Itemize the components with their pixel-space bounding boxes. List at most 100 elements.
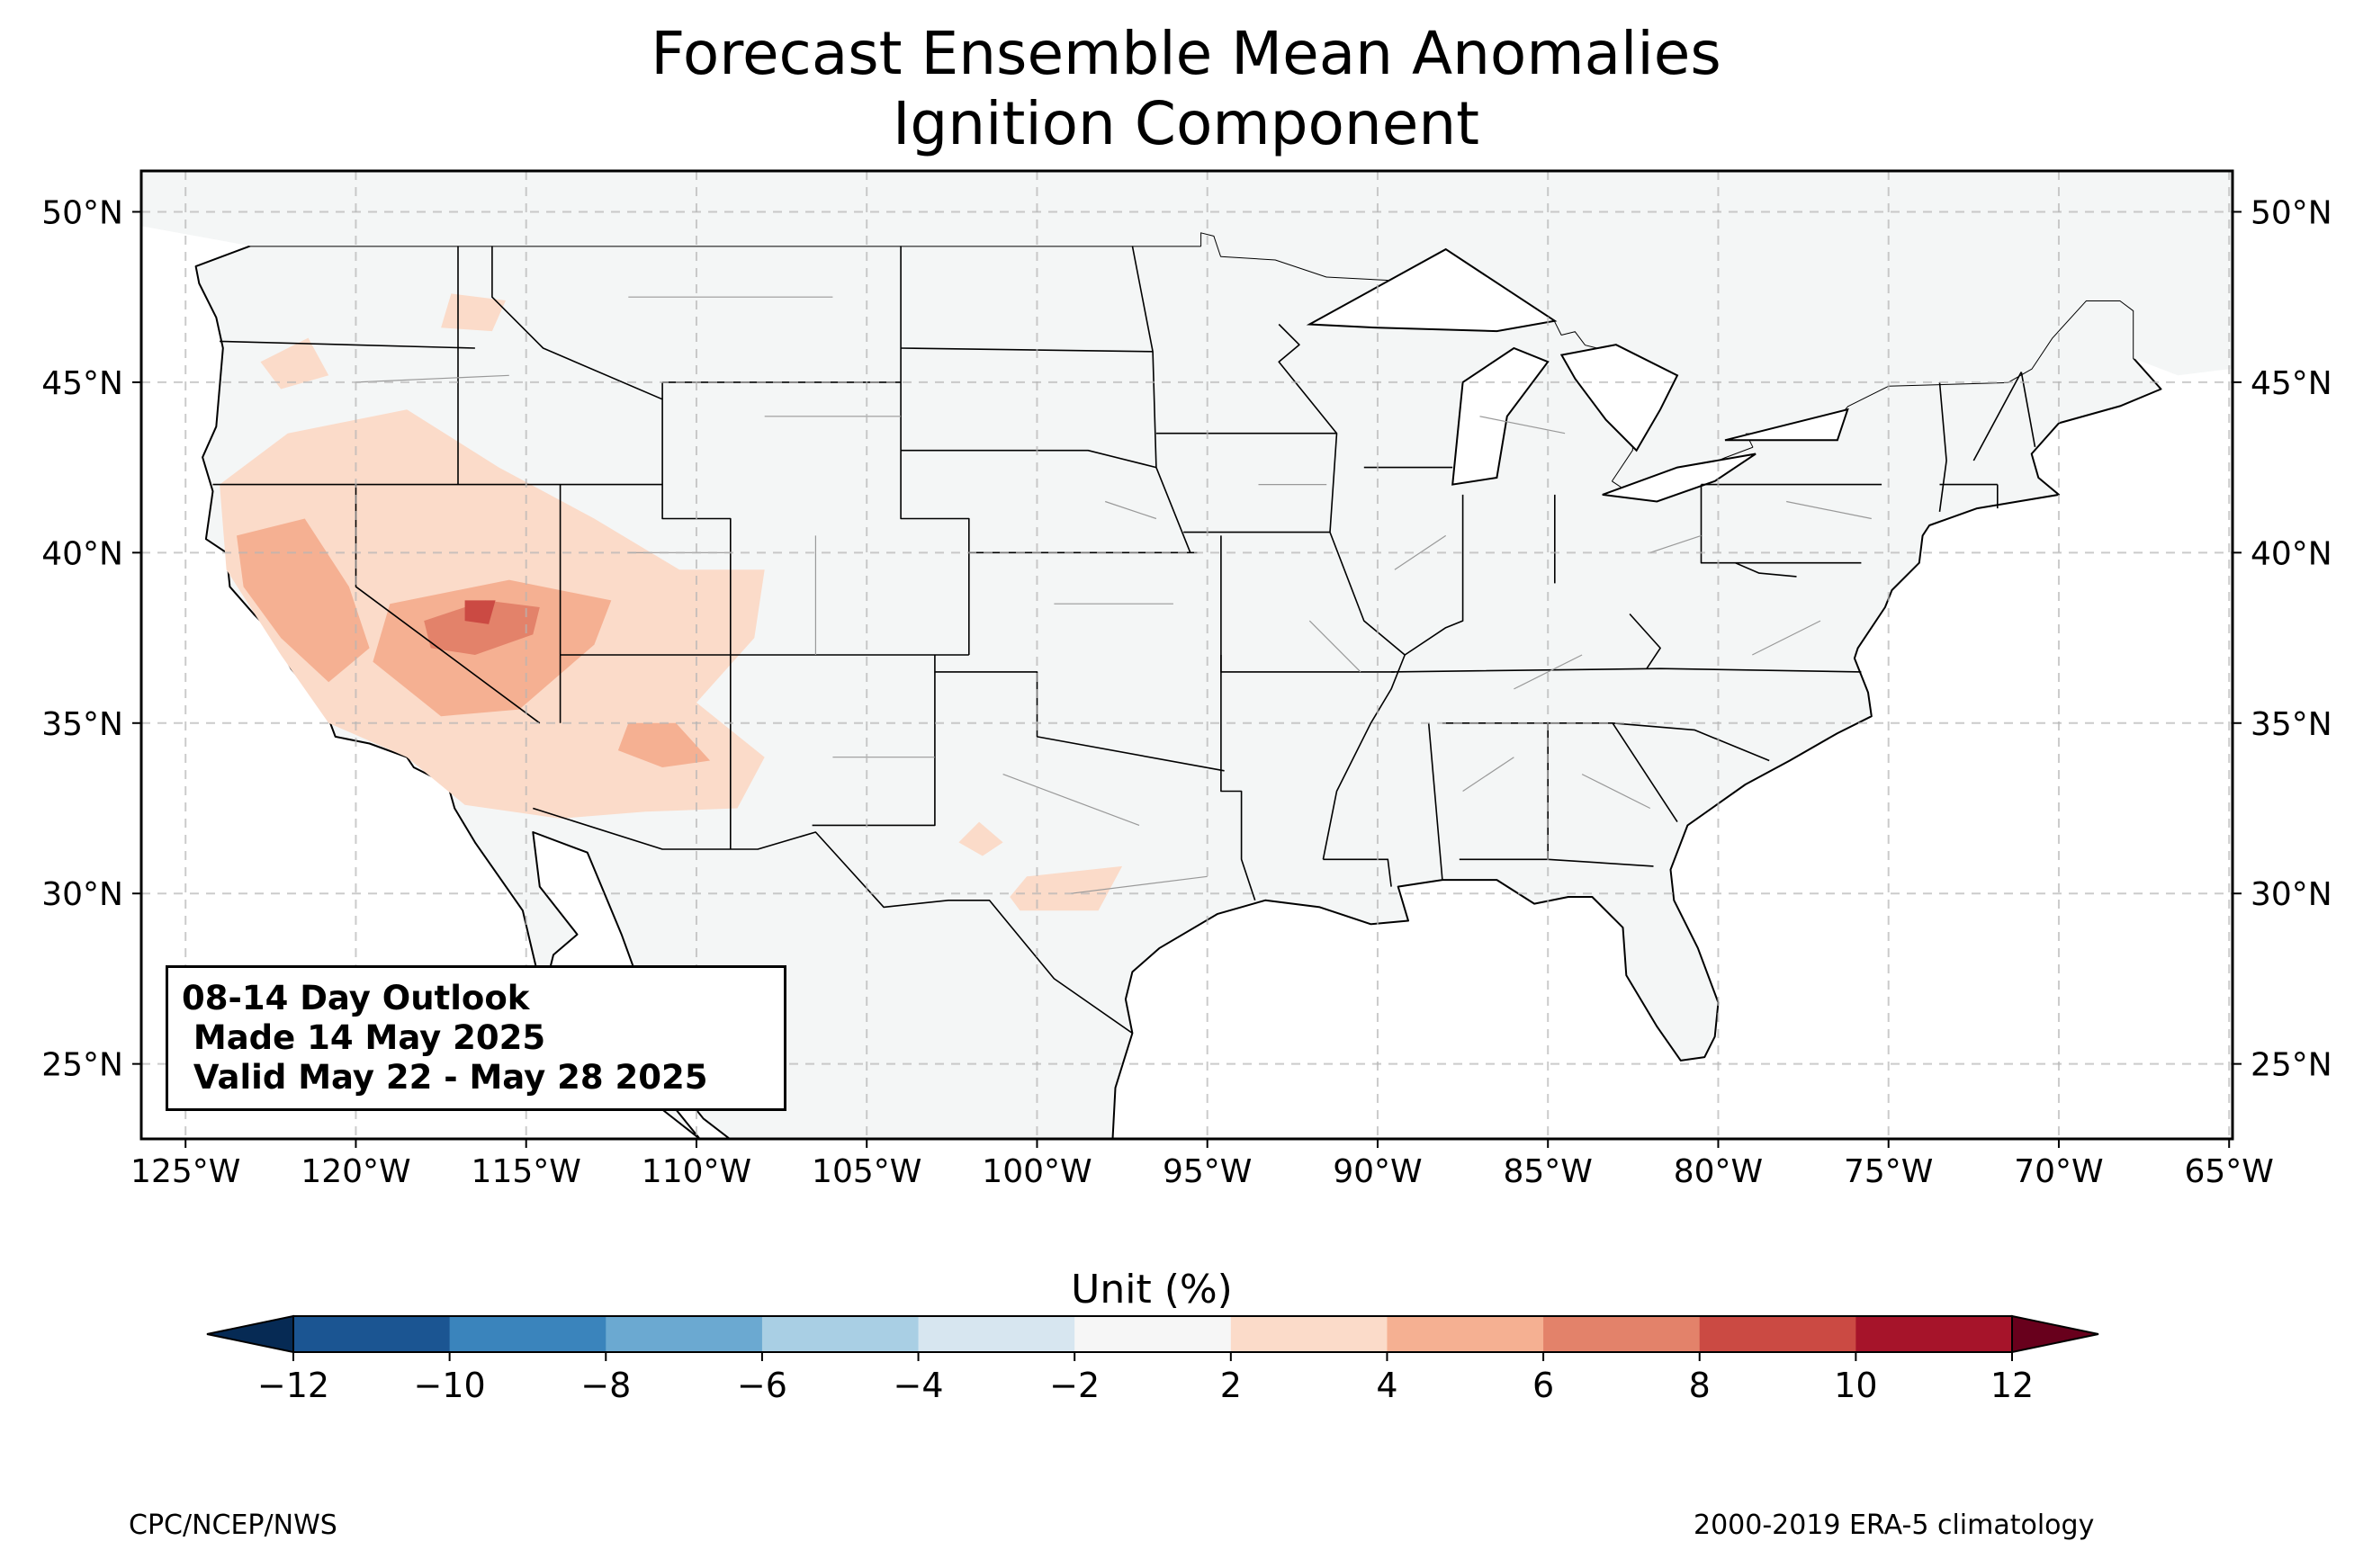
minor-boundary-0: [355, 374, 509, 383]
lon-tick-label: 125°W: [130, 1153, 240, 1190]
minor-boundary-11: [1514, 654, 1583, 690]
map-title-line2: Ignition Component: [892, 89, 1480, 158]
colorbar-tick-label: 6: [1532, 1366, 1554, 1405]
state-border-34: [1629, 613, 1661, 669]
minor-boundary-7: [1071, 875, 1208, 894]
colorbar-segment: [1543, 1316, 1701, 1352]
state-border-3: [220, 340, 475, 349]
colorbar-tick-label: 8: [1689, 1366, 1711, 1405]
state-border-18: [1220, 535, 1256, 901]
minor-boundary-14: [1581, 774, 1651, 810]
minor-boundary-9: [1479, 416, 1566, 435]
minor-boundary-19: [1462, 757, 1514, 792]
minor-boundary-12: [1786, 500, 1872, 520]
anomaly-oregon-patch: [260, 337, 329, 390]
state-border-16: [812, 671, 936, 827]
minor-boundary-13: [1752, 620, 1821, 656]
lon-tick-label: 105°W: [812, 1153, 921, 1190]
lon-tick-label: 120°W: [301, 1153, 410, 1190]
state-border-40: [2020, 372, 2036, 448]
lat-tick-label-left: 35°N: [41, 706, 123, 743]
outlook-info-box: 08-14 Day Outlook Made 14 May 2025 Valid…: [166, 965, 786, 1111]
minor-boundary-8: [1308, 620, 1361, 673]
colorbar-segment: [1230, 1316, 1388, 1352]
colorbar-segment: [761, 1316, 920, 1352]
lon-tick-label: 90°W: [1333, 1153, 1422, 1190]
anomaly-arizona-core: [617, 722, 711, 767]
minor-boundary-10: [1649, 534, 1702, 553]
lon-tick-label: 95°W: [1163, 1153, 1252, 1190]
minor-boundary-18: [1394, 534, 1447, 570]
state-border-23: [1404, 494, 1464, 656]
lon-tick-label: 70°W: [2014, 1153, 2103, 1190]
lat-tick-label-right: 40°N: [2251, 535, 2332, 572]
lon-tick-label: 65°W: [2185, 1153, 2274, 1190]
minor-boundary-15: [1105, 500, 1157, 520]
colorbar-segment: [293, 1316, 451, 1352]
state-border-32: [1323, 858, 1392, 887]
state-border-25: [1700, 484, 1862, 564]
anomaly-west-texas-2: [1010, 865, 1123, 911]
colorbar-tick-label: −4: [894, 1366, 944, 1405]
colorbar-segment: [1074, 1316, 1232, 1352]
minor-boundary-6: [1002, 774, 1140, 826]
anomaly-west-texas-1: [958, 821, 1003, 856]
colorbar-frame: [292, 1315, 2013, 1353]
outlook-period: 08-14 Day Outlook: [182, 979, 530, 1017]
state-border-12: [901, 347, 1154, 353]
lon-tick-label: 85°W: [1504, 1153, 1593, 1190]
lat-tick-label-right: 35°N: [2251, 706, 2332, 743]
gridlines: [141, 171, 2233, 1139]
lon-tick-label: 80°W: [1674, 1153, 1763, 1190]
footer-credit: CPC/NCEP/NWS: [129, 1510, 337, 1541]
colorbar-segment: [918, 1316, 1075, 1352]
colorbar-label: Unit (%): [1071, 1267, 1233, 1313]
map-frame: [139, 169, 2234, 1141]
state-border-36: [1938, 381, 1947, 513]
colorbar-tick-label: −6: [737, 1366, 787, 1405]
axis-ticks: 50°N 50°N 45°N 45°N 40°N 40°N 35°N 35°N 30°N 30°N…: [41, 194, 2332, 1190]
colorbar: −12 −10 −8 −6 −4 −2 2 4 6 8 10 12: [206, 1314, 2099, 1405]
lat-tick-label-left: 50°N: [41, 194, 123, 231]
colorbar-tick-label: −8: [580, 1366, 631, 1405]
lat-tick-label-left: 25°N: [41, 1047, 123, 1084]
great-lake-2: [1559, 344, 1679, 452]
lon-tick-label: 100°W: [982, 1153, 1092, 1190]
anomaly-sierra-central-valley: [237, 518, 370, 683]
map-title-line1: Forecast Ensemble Mean Anomalies: [651, 19, 1721, 88]
state-border-5: [491, 246, 663, 400]
state-border-33: [1612, 722, 1678, 823]
colorbar-segment: [449, 1316, 606, 1352]
colorbar-under-arrow: [206, 1314, 294, 1354]
colorbar-segment: [1855, 1316, 2013, 1352]
state-border-21: [1278, 323, 1406, 860]
anomaly-idaho-patch: [441, 293, 506, 332]
great-lake-4: [1724, 408, 1849, 442]
state-border-29: [1427, 722, 1443, 881]
state-border-31: [1548, 858, 1654, 867]
lat-tick-label-right: 25°N: [2251, 1047, 2332, 1084]
state-border-35: [1735, 561, 1797, 578]
colorbar-tick-label: −10: [414, 1366, 486, 1405]
lon-tick-label: 75°W: [1844, 1153, 1933, 1190]
anomaly-southern-nevada-core: [424, 600, 540, 655]
state-border-41: [533, 807, 1133, 1035]
footer-climatology: 2000-2019 ERA-5 climatology: [1694, 1510, 2095, 1541]
colorbar-segment: [1699, 1316, 1856, 1352]
lon-tick-label: 110°W: [642, 1153, 751, 1190]
anomaly-southern-nevada-max: [464, 600, 496, 624]
colorbar-tick-label: 2: [1220, 1366, 1242, 1405]
colorbar-tick-label: 4: [1376, 1366, 1397, 1405]
lat-tick-label-right: 30°N: [2251, 876, 2332, 913]
lat-tick-label-left: 40°N: [41, 535, 123, 572]
colorbar-tick-label: −2: [1049, 1366, 1100, 1405]
great-lake-0: [1306, 247, 1558, 333]
land-layer: [141, 171, 2233, 1139]
state-border-15: [934, 655, 1225, 772]
lat-tick-label-left: 45°N: [41, 365, 123, 402]
state-border-38: [1972, 372, 2023, 461]
lat-tick-label-right: 45°N: [2251, 365, 2332, 402]
colorbar-segment: [1387, 1316, 1544, 1352]
colorbar-over-arrow: [2011, 1314, 2099, 1354]
